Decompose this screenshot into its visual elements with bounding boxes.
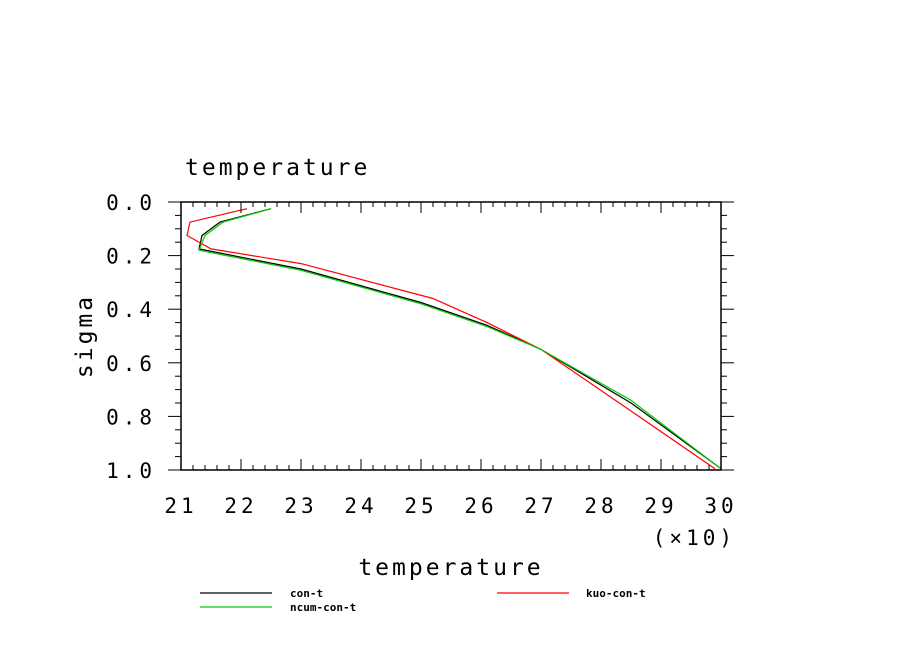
y-axis-label: sigma <box>72 294 98 378</box>
x-tick-label: 22 <box>224 494 257 518</box>
series-line-con-t <box>198 208 722 470</box>
y-tick-label: 0.2 <box>106 245 156 269</box>
x-tick-label: 27 <box>524 494 557 518</box>
y-tick-label: 0.6 <box>106 352 156 376</box>
y-tick-label: 0.8 <box>106 405 156 429</box>
x-axis-label: temperature <box>358 555 543 581</box>
legend-label-kuo-con-t: kuo-con-t <box>586 587 646 600</box>
legend: con-t kuo-con-t ncum-con-t <box>200 587 646 614</box>
x-tick-label: 26 <box>464 494 497 518</box>
y-tick-label: 0.0 <box>106 191 156 215</box>
y-tick-label: 0.4 <box>106 298 156 322</box>
series-line-ncum-con-t <box>198 208 722 470</box>
x-tick-label: 25 <box>404 494 437 518</box>
legend-label-con-t: con-t <box>290 587 323 600</box>
axes-layer: 21 22 23 24 25 26 27 28 29 30 0.0 0.2 0.4 0.6 0.8 1.0 <box>106 191 737 518</box>
x-tick-label: 28 <box>584 494 617 518</box>
series-layer <box>186 208 722 470</box>
x-tick-label: 24 <box>344 494 377 518</box>
x-tick-label: 29 <box>644 494 677 518</box>
x-tick-label: 30 <box>704 494 737 518</box>
x-multiplier-label: (×10) <box>653 526 736 550</box>
plot-frame <box>180 201 722 471</box>
series-line-kuo-con-t <box>186 208 716 470</box>
x-tick-label: 23 <box>284 494 317 518</box>
legend-label-ncum-con-t: ncum-con-t <box>290 601 356 614</box>
x-tick-label: 21 <box>164 494 197 518</box>
y-tick-label: 1.0 <box>106 459 156 483</box>
chart-title: temperature <box>185 155 370 181</box>
